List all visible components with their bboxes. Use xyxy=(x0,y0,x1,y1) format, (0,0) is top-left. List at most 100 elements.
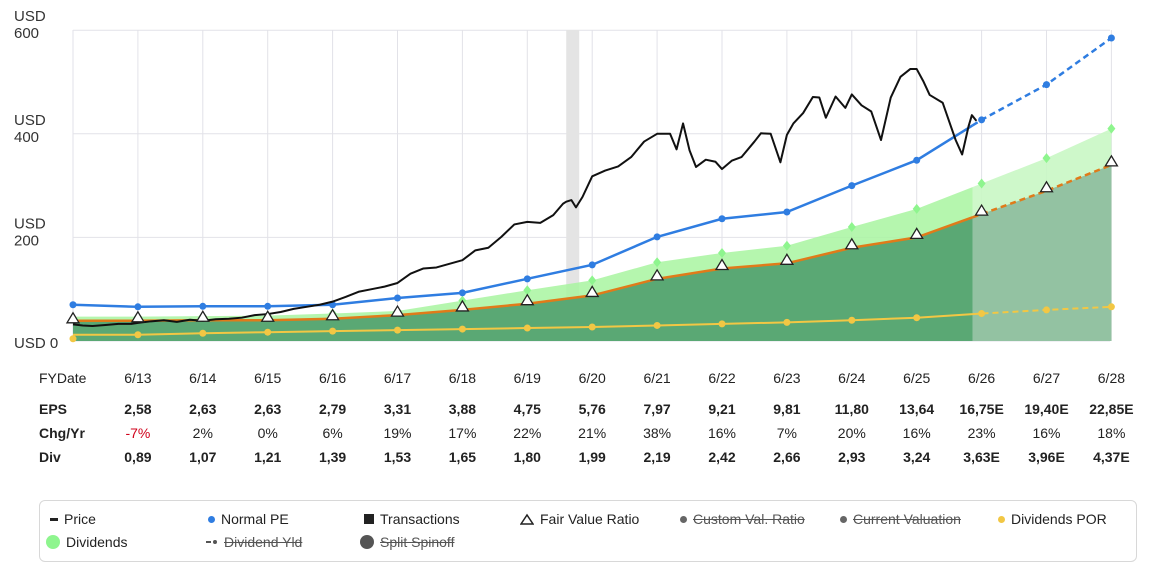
dividends-por-point xyxy=(394,326,401,334)
legend-fair-value-ratio-label: Fair Value Ratio xyxy=(540,511,640,527)
legend-transactions[interactable]: Transactions xyxy=(364,511,460,527)
normal-pe-point xyxy=(718,215,726,223)
dash-dot-icon xyxy=(206,540,217,544)
fair-value-area xyxy=(73,217,973,341)
fair-value-ratio-marker xyxy=(844,237,859,250)
price-dash-icon xyxy=(50,517,58,521)
legend-custom-val-ratio-label: Custom Val. Ratio xyxy=(693,511,805,527)
y-tick-label: USD 400 xyxy=(14,112,46,146)
fair-value-ratio-marker xyxy=(1039,180,1054,193)
yellow-dot-icon xyxy=(998,515,1005,523)
fair-value-ratio-marker xyxy=(1104,154,1119,167)
dividends-por-point xyxy=(978,310,986,318)
legend-split-spinoff[interactable]: Split Spinoff xyxy=(360,534,454,550)
dividends-por-point xyxy=(783,318,791,326)
dividends-point xyxy=(782,240,791,251)
blue-dot-icon xyxy=(208,515,215,523)
fair-value-area-estimate xyxy=(972,164,1112,341)
normal-pe-point xyxy=(848,182,856,190)
legend-dividend-yld-label: Dividend Yld xyxy=(224,534,303,550)
legend-custom-val-ratio[interactable]: Custom Val. Ratio xyxy=(680,511,805,527)
legend-fair-value-ratio[interactable]: Fair Value Ratio xyxy=(520,511,639,527)
dividends-por-point xyxy=(718,320,726,328)
fair-value-ratio-marker xyxy=(649,268,665,281)
fair-value-ratio-marker xyxy=(714,258,730,271)
normal-pe-point xyxy=(978,116,986,124)
fair-value-ratio-marker xyxy=(974,203,989,216)
legend-transactions-label: Transactions xyxy=(380,511,460,527)
fair-value-ratio-marker xyxy=(65,311,81,324)
legend-normal-pe[interactable]: Normal PE xyxy=(208,511,289,527)
dividends-point xyxy=(1107,123,1116,134)
normal-pe-point xyxy=(588,261,596,269)
dividends-por-point xyxy=(913,314,921,322)
normal-pe-point xyxy=(69,301,77,309)
gray-dot-icon xyxy=(680,515,687,523)
normal-pe-point xyxy=(394,294,401,302)
green-circle-icon xyxy=(46,535,60,549)
legend-split-spinoff-label: Split Spinoff xyxy=(380,534,455,550)
fair-value-ratio-marker xyxy=(325,308,340,321)
dividends-point xyxy=(653,257,662,268)
fair-value-ratio-marker xyxy=(909,227,924,240)
normal-pe-point xyxy=(134,303,142,311)
square-icon xyxy=(364,514,374,524)
gray-circle-icon xyxy=(360,535,374,549)
dividends-por-point xyxy=(458,325,466,333)
legend-dividends-por[interactable]: Dividends POR xyxy=(998,511,1107,527)
y-tick-label: USD 200 xyxy=(14,215,46,249)
normal-pe-point xyxy=(913,156,921,164)
y-tick-label: USD 0 xyxy=(14,335,58,352)
fair-value-ratio-marker xyxy=(260,310,275,322)
normal-pe-point xyxy=(199,302,207,310)
normal-pe-point xyxy=(783,208,791,216)
dividends-por-point xyxy=(848,316,856,324)
dividends-por-point xyxy=(199,329,207,337)
normal-pe-point xyxy=(458,289,466,297)
dividends-por-point xyxy=(523,324,531,332)
fair-value-ratio-marker xyxy=(130,310,146,323)
dividends-por-point xyxy=(69,335,77,343)
normal-pe-line-estimate xyxy=(971,36,1113,127)
dividends-por-point xyxy=(1043,306,1050,314)
legend-dividends[interactable]: Dividends xyxy=(46,534,127,550)
fast-graph-chart: USD 0 USD 200 USD 400 USD 600 xyxy=(14,8,1119,352)
dividends-point xyxy=(523,285,532,296)
legend-price[interactable]: Price xyxy=(50,511,96,527)
fair-value-ratio-marker xyxy=(390,304,405,317)
fair-value-ratio-marker xyxy=(455,299,470,312)
y-tick-label: USD 600 xyxy=(14,8,46,42)
dividends-por-point xyxy=(1107,303,1115,311)
dividends-por-point xyxy=(264,328,272,336)
normal-pe-point xyxy=(653,233,661,241)
normal-pe-point xyxy=(1107,34,1115,42)
fair-value-ratio-marker xyxy=(779,253,795,265)
dividends-point xyxy=(718,247,726,258)
dividends-point xyxy=(977,178,986,189)
legend-current-valuation[interactable]: Current Valuation xyxy=(840,511,961,527)
recession-band xyxy=(566,30,580,341)
dividends-por-line-estimate xyxy=(972,305,1112,316)
dividends-por-point xyxy=(588,323,596,331)
fair-value-ratio-marker xyxy=(585,285,600,298)
normal-pe-point xyxy=(523,275,531,283)
legend-dividend-yld[interactable]: Dividend Yld xyxy=(206,534,302,550)
dividends-point xyxy=(912,203,921,214)
normal-pe-point xyxy=(264,302,272,310)
legend-current-valuation-label: Current Valuation xyxy=(853,511,961,527)
dividends-point xyxy=(847,222,856,233)
dividends-por-point xyxy=(134,331,142,339)
normal-pe-point xyxy=(1043,81,1050,89)
legend-normal-pe-label: Normal PE xyxy=(221,511,289,527)
dividends-por-point xyxy=(329,327,337,335)
legend-price-label: Price xyxy=(64,511,96,527)
fair-value-ratio-marker xyxy=(195,310,210,322)
legend-dividends-label: Dividends xyxy=(66,534,128,550)
fair-value-ratio-marker xyxy=(520,293,535,306)
dividends-por-point xyxy=(653,321,661,329)
gray-dot-icon xyxy=(840,515,847,523)
triangle-icon xyxy=(520,513,534,525)
dividends-point xyxy=(588,275,597,286)
legend-dividends-por-label: Dividends POR xyxy=(1011,511,1107,527)
chart-legend: Price Normal PE Transactions Fair Value … xyxy=(39,500,1137,562)
